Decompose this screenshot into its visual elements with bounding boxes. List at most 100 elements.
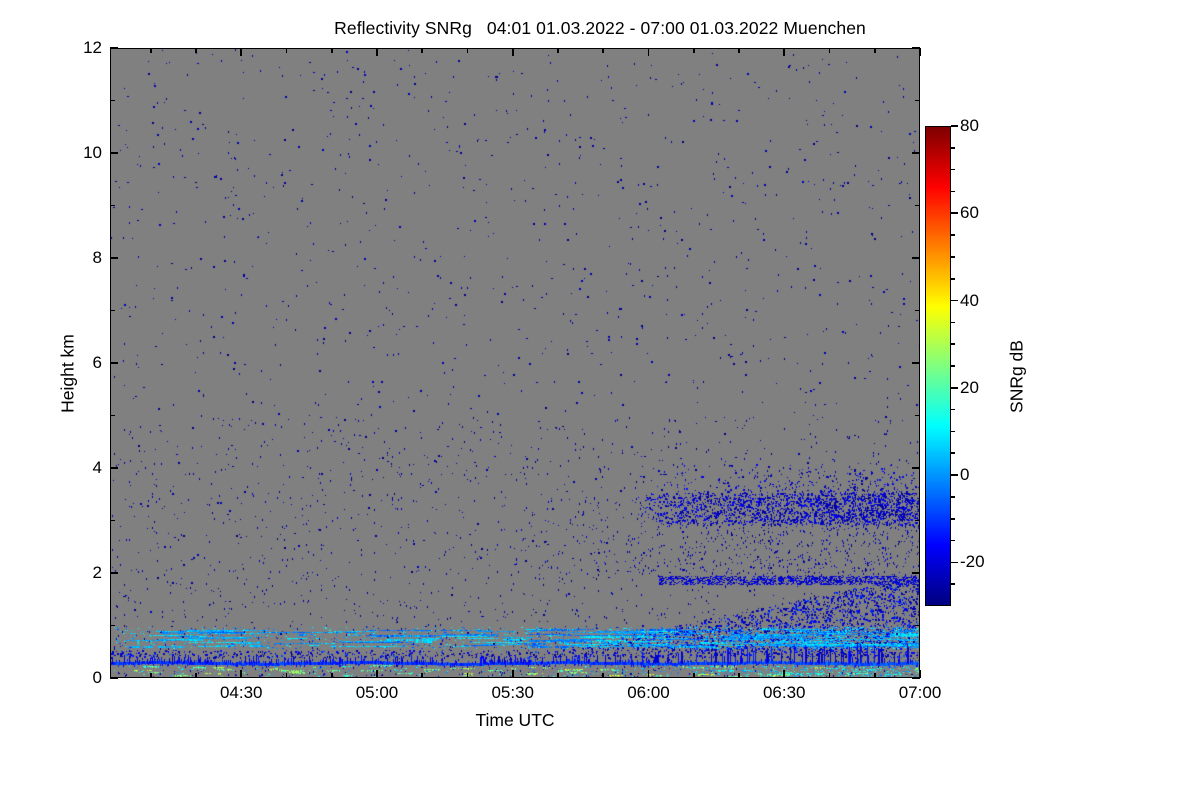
x-tick-mark xyxy=(511,670,514,678)
colorbar-tick-label: 0 xyxy=(960,465,970,485)
x-tick-minor xyxy=(195,673,197,678)
x-tick-label: 06:30 xyxy=(762,683,806,702)
y-tick-label: 6 xyxy=(92,353,102,372)
x-tick-mark-top xyxy=(919,48,921,56)
heatmap-canvas xyxy=(111,49,919,677)
y-tick-mark-right xyxy=(912,572,920,574)
x-tick-minor xyxy=(738,673,740,678)
x-tick-minor xyxy=(873,673,876,678)
x-tick-label: 06:00 xyxy=(627,683,670,702)
x-tick-mark-top xyxy=(647,48,650,56)
colorbar-tick-minor xyxy=(951,343,955,345)
y-tick-mark xyxy=(110,47,118,49)
y-tick-minor-right xyxy=(915,99,920,102)
y-tick-mark-right xyxy=(912,152,920,154)
colorbar-tick-minor xyxy=(951,365,955,367)
colorbar-tick-minor xyxy=(951,539,955,542)
y-tick-label: 4 xyxy=(92,458,102,477)
colorbar-tick-minor xyxy=(951,408,955,411)
y-tick-minor xyxy=(110,624,115,627)
x-tick-minor-top xyxy=(149,48,152,53)
colorbar-tick-mark xyxy=(951,474,958,476)
x-tick-minor-top xyxy=(738,48,740,53)
x-tick-minor xyxy=(285,673,288,678)
y-tick-mark-right xyxy=(912,677,920,679)
plot-area[interactable] xyxy=(110,48,920,678)
x-tick-label: 04:30 xyxy=(219,683,263,702)
x-tick-minor xyxy=(557,673,559,678)
x-tick-minor-top xyxy=(828,48,831,53)
x-tick-minor xyxy=(330,673,333,678)
colorbar-tick-minor xyxy=(951,256,955,258)
colorbar-tick-minor xyxy=(951,147,955,149)
colorbar-tick-mark xyxy=(951,387,958,389)
x-tick-minor xyxy=(692,673,695,678)
y-tick-minor-right xyxy=(915,309,920,312)
x-tick-mark-top xyxy=(376,48,378,56)
x-tick-minor xyxy=(466,673,469,678)
colorbar-tick-mark xyxy=(951,125,958,127)
y-tick-minor-right xyxy=(915,624,920,627)
y-tick-mark-right xyxy=(912,257,920,259)
y-tick-mark xyxy=(110,467,118,469)
colorbar-title: SNRg dB xyxy=(1006,340,1027,413)
y-tick-label: 0 xyxy=(92,668,102,687)
x-tick-minor-top xyxy=(285,48,288,53)
plot-title: Reflectivity SNRg 04:01 01.03.2022 - 07:… xyxy=(334,18,866,38)
x-tick-minor-top xyxy=(557,48,559,53)
colorbar-tick-minor xyxy=(951,190,955,193)
x-axis-title: Time UTC xyxy=(475,710,555,730)
y-tick-mark xyxy=(110,677,118,679)
colorbar-tick-minor xyxy=(951,321,955,324)
y-tick-minor-right xyxy=(915,519,920,522)
y-tick-minor xyxy=(110,519,115,522)
x-tick-minor-top xyxy=(330,48,333,53)
colorbar-tick-mark xyxy=(951,212,958,215)
x-tick-minor xyxy=(149,673,152,678)
y-tick-minor xyxy=(110,309,115,312)
x-tick-mark-top xyxy=(511,48,514,56)
colorbar-tick-label: 80 xyxy=(960,116,979,135)
y-tick-mark xyxy=(110,257,118,259)
x-tick-mark-top xyxy=(783,48,786,56)
colorbar-tick-label: 20 xyxy=(960,377,979,397)
colorbar-tick-minor xyxy=(951,430,955,433)
colorbar[interactable] xyxy=(925,126,951,606)
x-tick-mark xyxy=(376,670,378,678)
y-tick-label: 8 xyxy=(92,248,102,267)
colorbar-tick-label: -20 xyxy=(960,552,985,572)
x-tick-minor-top xyxy=(873,48,876,53)
colorbar-tick-minor xyxy=(951,517,955,520)
x-tick-mark-top xyxy=(240,48,243,56)
y-tick-minor xyxy=(110,99,115,102)
colorbar-tick-label: 40 xyxy=(960,290,979,310)
y-tick-mark xyxy=(110,572,118,574)
y-tick-minor-right xyxy=(915,204,920,207)
y-tick-label: 10 xyxy=(83,143,102,162)
colorbar-tick-mark xyxy=(951,299,958,302)
x-tick-minor-top xyxy=(692,48,695,53)
x-tick-label: 05:00 xyxy=(355,683,399,702)
colorbar-tick-minor xyxy=(951,583,955,585)
colorbar-tick-mark xyxy=(951,561,958,564)
y-axis-title: Height km xyxy=(57,334,78,413)
y-tick-minor-right xyxy=(915,414,920,417)
x-tick-mark xyxy=(919,670,921,678)
y-tick-minor xyxy=(110,414,115,417)
y-tick-mark xyxy=(110,362,118,364)
x-tick-minor-top xyxy=(466,48,469,53)
colorbar-tick-minor xyxy=(951,496,955,498)
y-tick-minor xyxy=(110,204,115,207)
y-tick-mark-right xyxy=(912,47,920,49)
x-tick-label: 05:30 xyxy=(491,683,535,702)
colorbar-tick-minor xyxy=(951,277,955,280)
x-tick-minor xyxy=(602,673,605,678)
x-tick-minor-top xyxy=(602,48,605,53)
x-tick-mark xyxy=(647,670,650,678)
y-tick-label: 12 xyxy=(83,38,102,57)
colorbar-tick-minor xyxy=(951,168,955,171)
x-tick-minor xyxy=(828,673,831,678)
y-tick-mark xyxy=(110,152,118,154)
colorbar-tick-minor xyxy=(951,234,955,236)
